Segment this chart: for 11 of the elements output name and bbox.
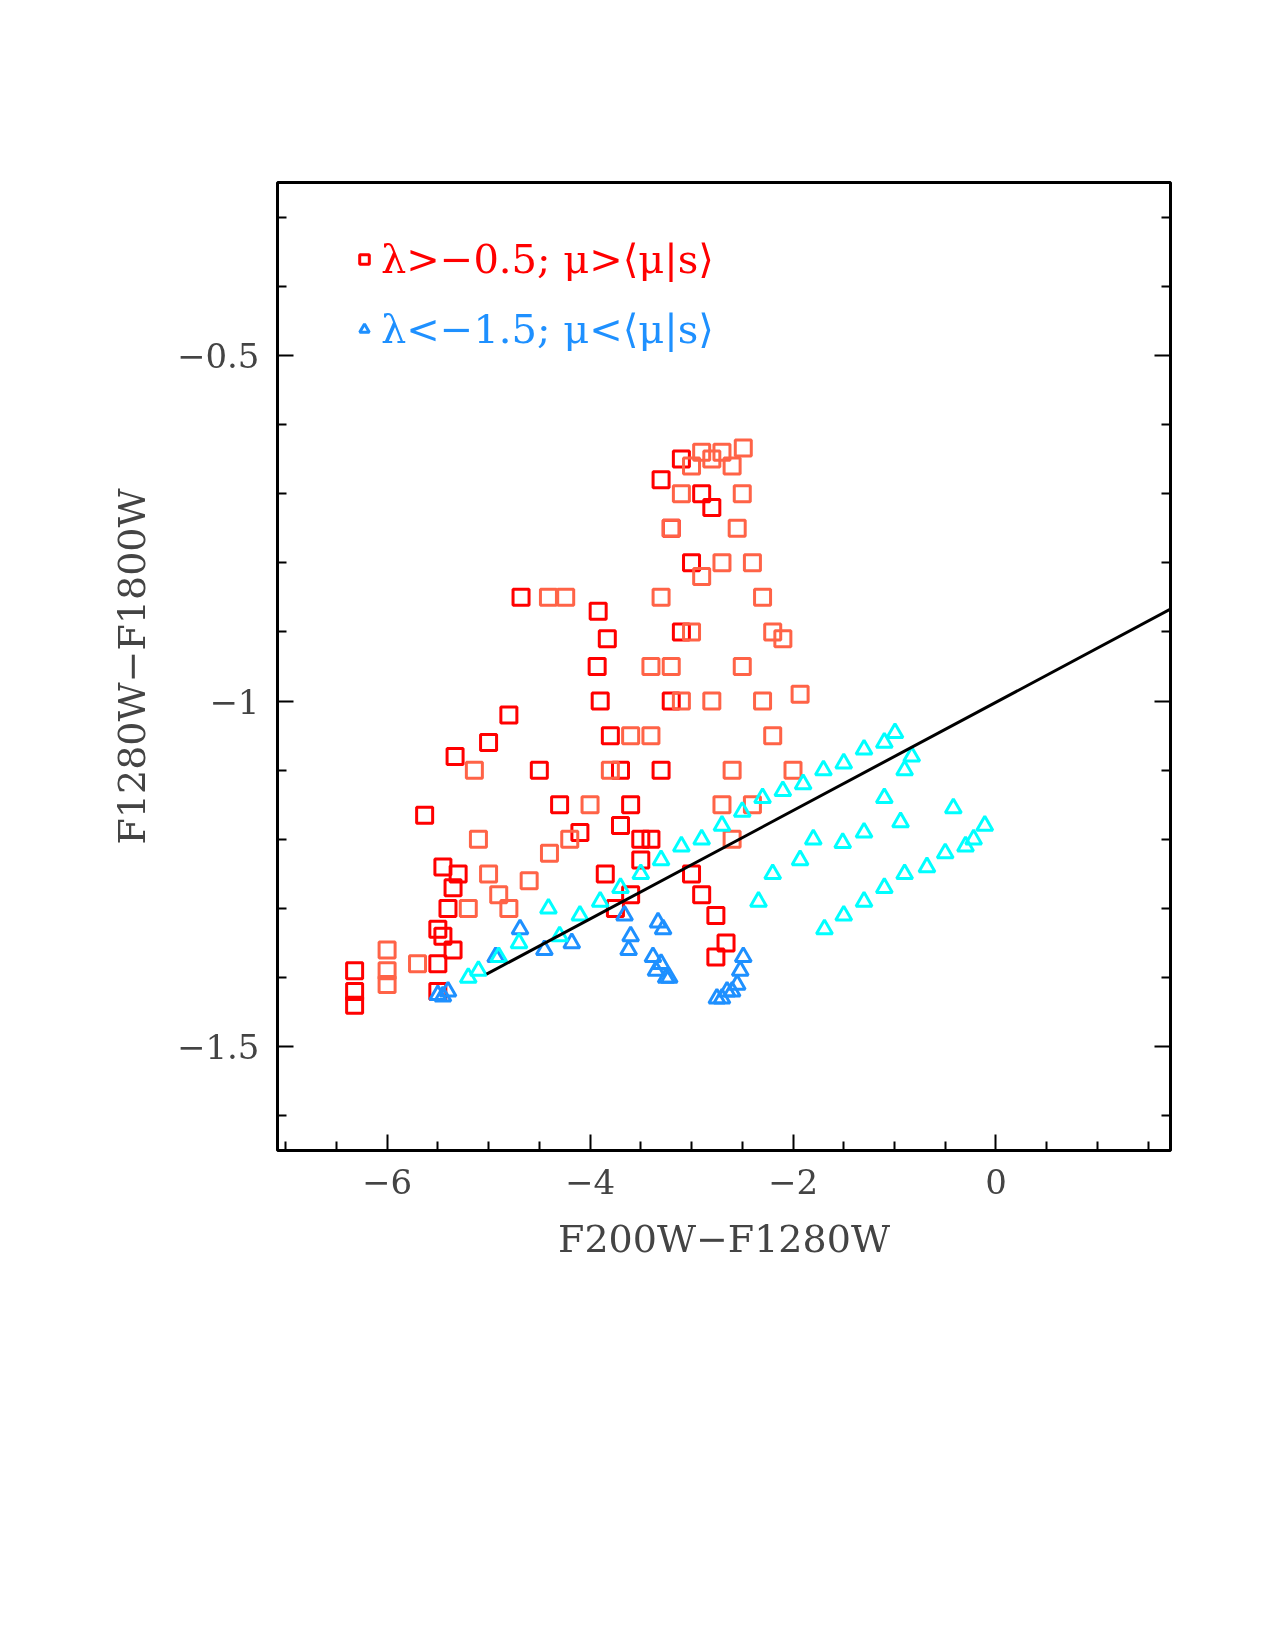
legend-label: λ>−0.5; μ>⟨μ|s⟩ bbox=[381, 236, 714, 282]
y-tick-label: −1.5 bbox=[176, 1027, 260, 1068]
x-tick-label: −6 bbox=[362, 1161, 413, 1202]
x-axis-title: F200W−F1280W bbox=[558, 1216, 890, 1261]
y-tick-label: −1 bbox=[209, 681, 260, 722]
legend-label: λ<−1.5; μ<⟨μ|s⟩ bbox=[381, 306, 714, 352]
x-tick-label: 0 bbox=[985, 1161, 1007, 1202]
y-axis-title: F1280W−F1800W bbox=[109, 488, 154, 845]
x-tick-label: −2 bbox=[767, 1161, 819, 1202]
x-tick-label: −4 bbox=[564, 1161, 616, 1202]
y-tick-label: −0.5 bbox=[176, 335, 260, 376]
